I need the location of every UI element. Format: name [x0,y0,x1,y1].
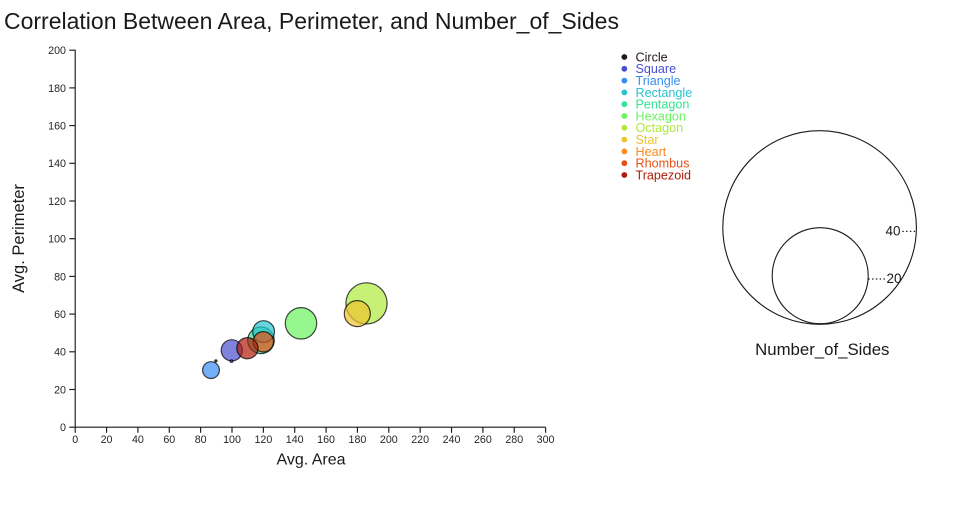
svg-text:180: 180 [48,83,66,95]
svg-text:80: 80 [195,434,207,446]
svg-text:160: 160 [317,434,335,446]
svg-text:40: 40 [54,347,66,359]
svg-text:Square: Square [636,62,677,76]
svg-text:Triangle: Triangle [636,74,681,88]
svg-text:Correlation Between Area, Peri: Correlation Between Area, Perimeter, and… [4,8,619,34]
svg-text:0: 0 [72,434,78,446]
svg-text:Avg. Area: Avg. Area [276,452,345,469]
svg-text:260: 260 [474,434,492,446]
svg-text:220: 220 [411,434,429,446]
svg-text:20: 20 [101,434,113,446]
svg-text:60: 60 [54,309,66,321]
svg-text:120: 120 [48,196,66,208]
svg-text:Trapezoid: Trapezoid [636,168,692,182]
svg-text:Pentagon: Pentagon [636,98,690,112]
svg-text:Avg. Perimeter: Avg. Perimeter [10,184,28,293]
svg-text:140: 140 [48,158,66,170]
svg-text:0: 0 [60,422,66,434]
svg-text:200: 200 [380,434,398,446]
svg-text:100: 100 [223,434,241,446]
svg-text:Rectangle: Rectangle [636,86,693,100]
svg-text:Heart: Heart [636,145,667,159]
svg-text:140: 140 [286,434,304,446]
svg-text:100: 100 [48,234,66,246]
svg-text:300: 300 [537,434,555,446]
svg-text:Rhombus: Rhombus [636,157,690,171]
svg-text:Octagon: Octagon [636,121,684,135]
svg-text:20: 20 [887,271,902,286]
svg-text:40: 40 [885,223,900,238]
svg-text:280: 280 [505,434,523,446]
svg-text:40: 40 [132,434,144,446]
svg-text:160: 160 [48,121,66,133]
svg-text:120: 120 [254,434,272,446]
svg-text:60: 60 [163,434,175,446]
svg-text:240: 240 [443,434,461,446]
svg-text:Number_of_Sides: Number_of_Sides [755,340,889,359]
svg-text:180: 180 [349,434,367,446]
svg-text:Hexagon: Hexagon [636,109,686,123]
svg-text:Circle: Circle [636,50,668,64]
svg-text:200: 200 [48,45,66,57]
svg-text:80: 80 [54,271,66,283]
svg-text:20: 20 [54,384,66,396]
svg-text:Star: Star [636,133,659,147]
